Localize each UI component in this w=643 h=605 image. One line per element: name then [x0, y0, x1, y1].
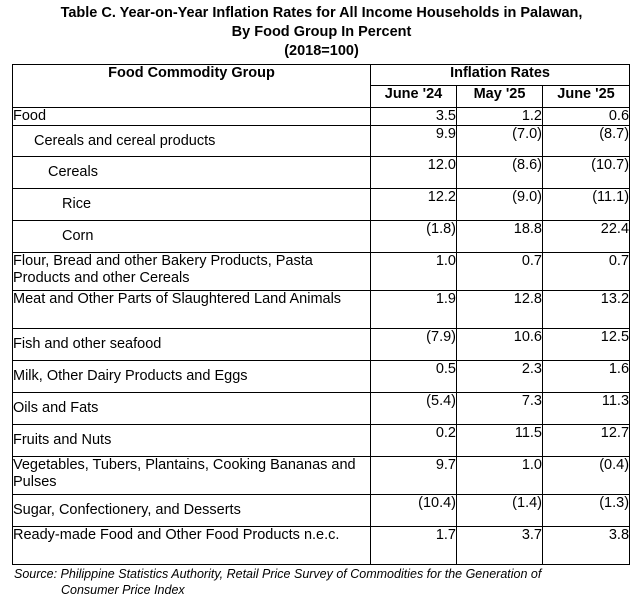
row-value: 12.8: [456, 290, 543, 329]
row-label: Oils and Fats: [12, 392, 371, 425]
inflation-table: Food Commodity Group Inflation Rates Jun…: [12, 64, 631, 565]
row-value: 1.6: [541, 360, 631, 393]
row-value: 9.7: [370, 456, 457, 495]
table-row: Rice 12.2 (9.0) (11.1): [12, 188, 631, 221]
row-value: (9.0): [456, 188, 543, 221]
header-period: June '24: [370, 85, 457, 108]
row-value: 9.9: [370, 125, 457, 157]
row-value: (10.4): [370, 494, 457, 527]
row-value: (0.4): [541, 456, 631, 495]
title-line-2: By Food Group In Percent: [231, 24, 412, 40]
row-label: Sugar, Confectionery, and Desserts: [12, 494, 371, 527]
row-value: (7.0): [456, 125, 543, 157]
row-value: 11.3: [541, 392, 631, 425]
row-value: (1.8): [370, 220, 457, 253]
header-inflation-rates: Inflation Rates: [369, 64, 631, 86]
row-value: (1.4): [456, 494, 543, 527]
row-value: 1.0: [456, 456, 543, 495]
table-title: Table C. Year-on-Year Inflation Rates fo…: [0, 4, 643, 61]
table-row: Oils and Fats (5.4) 7.3 11.3: [12, 392, 631, 425]
row-value: 18.8: [456, 220, 543, 253]
row-value: 2.3: [456, 360, 543, 393]
row-value: 3.5: [370, 107, 457, 126]
title-line-1: Table C. Year-on-Year Inflation Rates fo…: [60, 5, 583, 21]
table-row: Fish and other seafood (7.9) 10.6 12.5: [12, 328, 631, 361]
row-value: 3.7: [456, 526, 543, 565]
row-value: (5.4): [370, 392, 457, 425]
row-value: (8.6): [456, 156, 543, 189]
table-row: Food 3.5 1.2 0.6: [12, 107, 631, 126]
row-label: Meat and Other Parts of Slaughtered Land…: [12, 290, 371, 329]
row-value: 12.0: [370, 156, 457, 189]
row-value: 22.4: [541, 220, 631, 253]
row-value: (10.7): [541, 156, 631, 189]
row-value: 7.3: [456, 392, 543, 425]
source-line-1: Source: Philippine Statistics Authority,…: [14, 567, 542, 581]
table-row: Milk, Other Dairy Products and Eggs 0.5 …: [12, 360, 631, 393]
table-row: Cereals 12.0 (8.6) (10.7): [12, 156, 631, 189]
header-period: June '25: [541, 85, 631, 108]
row-label: Vegetables, Tubers, Plantains, Cooking B…: [12, 456, 371, 495]
header-commodity-group: Food Commodity Group: [12, 64, 371, 108]
row-value: 0.6: [541, 107, 631, 126]
source-note: Source: Philippine Statistics Authority,…: [14, 566, 541, 598]
header-period: May '25: [456, 85, 543, 108]
row-value: (11.1): [541, 188, 631, 221]
row-value: 11.5: [456, 424, 543, 457]
table-row: Cereals and cereal products 9.9 (7.0) (8…: [12, 125, 631, 157]
row-label: Flour, Bread and other Bakery Products, …: [12, 252, 371, 291]
row-value: 3.8: [541, 526, 631, 565]
table-row: Sugar, Confectionery, and Desserts (10.4…: [12, 494, 631, 527]
row-label: Rice: [12, 188, 371, 221]
source-line-2: Consumer Price Index: [61, 583, 185, 597]
row-label: Ready-made Food and Other Food Products …: [12, 526, 371, 565]
row-value: (1.3): [541, 494, 631, 527]
row-value: 1.7: [370, 526, 457, 565]
row-value: 1.9: [370, 290, 457, 329]
row-value: (8.7): [541, 125, 631, 157]
row-value: 0.7: [456, 252, 543, 291]
row-value: 1.0: [370, 252, 457, 291]
row-value: 12.2: [370, 188, 457, 221]
row-value: 12.5: [541, 328, 631, 361]
table-row: Fruits and Nuts 0.2 11.5 12.7: [12, 424, 631, 457]
row-label: Corn: [12, 220, 371, 253]
table-row: Corn (1.8) 18.8 22.4: [12, 220, 631, 253]
row-value: 0.2: [370, 424, 457, 457]
title-line-3: (2018=100): [284, 43, 359, 59]
row-label: Food: [12, 107, 371, 126]
row-label: Milk, Other Dairy Products and Eggs: [12, 360, 371, 393]
row-label: Fish and other seafood: [12, 328, 371, 361]
row-value: (7.9): [370, 328, 457, 361]
row-value: 13.2: [541, 290, 631, 329]
row-value: 10.6: [456, 328, 543, 361]
table-row: Vegetables, Tubers, Plantains, Cooking B…: [12, 456, 631, 495]
row-value: 1.2: [456, 107, 543, 126]
row-label: Cereals and cereal products: [12, 125, 371, 157]
table-row: Meat and Other Parts of Slaughtered Land…: [12, 290, 631, 329]
row-value: 12.7: [541, 424, 631, 457]
table-row: Flour, Bread and other Bakery Products, …: [12, 252, 631, 291]
row-label: Cereals: [12, 156, 371, 189]
table-row: Ready-made Food and Other Food Products …: [12, 526, 631, 565]
row-value: 0.7: [541, 252, 631, 291]
row-value: 0.5: [370, 360, 457, 393]
row-label: Fruits and Nuts: [12, 424, 371, 457]
